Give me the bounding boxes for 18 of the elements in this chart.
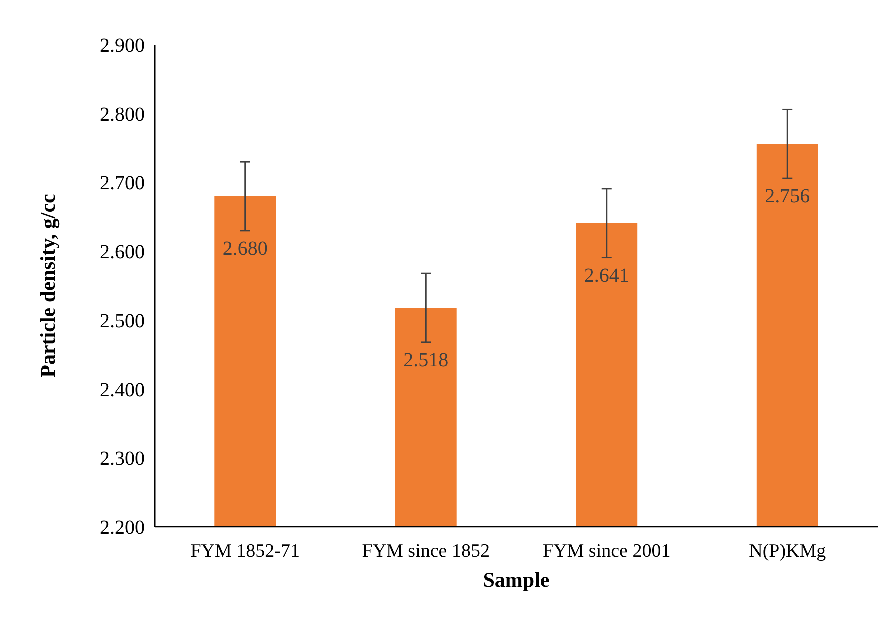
x-tick-label: FYM since 1852 (362, 541, 490, 562)
x-tick-label: N(P)KMg (749, 541, 827, 562)
y-tick-label: 2.400 (100, 379, 145, 402)
x-axis-title: Sample (483, 568, 550, 592)
data-label: 2.641 (584, 264, 630, 287)
y-tick-label: 2.800 (100, 104, 145, 126)
y-tick-label: 2.700 (100, 172, 145, 195)
y-tick-label: 2.600 (100, 242, 145, 264)
data-label: 2.756 (765, 186, 810, 208)
y-tick-label: 2.200 (100, 517, 145, 539)
data-label: 2.518 (404, 349, 449, 372)
x-tick-label: FYM since 2001 (543, 541, 671, 562)
y-axis-title: Particle density, g/cc (36, 194, 60, 378)
y-tick-label: 2.900 (100, 35, 145, 57)
x-tick-label: FYM 1852-71 (190, 541, 300, 562)
y-tick-label: 2.300 (100, 448, 145, 470)
y-tick-label: 2.500 (100, 310, 145, 332)
data-label: 2.680 (222, 238, 268, 260)
